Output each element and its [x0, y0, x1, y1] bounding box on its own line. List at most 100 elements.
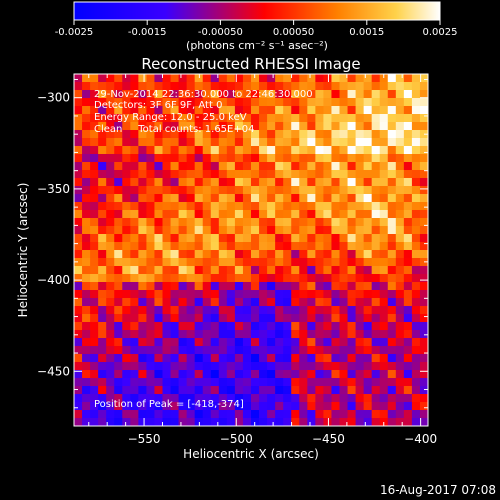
heatmap-cell [122, 138, 131, 147]
heatmap-cell [114, 418, 123, 426]
heatmap-cell [259, 146, 268, 155]
heatmap-cell [122, 170, 131, 179]
heatmap-cell [74, 74, 83, 83]
heatmap-cell [355, 370, 365, 379]
heatmap-cell [283, 402, 292, 411]
heatmap-cell [371, 370, 381, 379]
heatmap-cell [82, 194, 91, 203]
heatmap-cell [130, 178, 139, 187]
heatmap-cell [106, 194, 115, 203]
heatmap-cell [307, 306, 316, 315]
heatmap-cell [395, 202, 405, 211]
heatmap-cell [339, 130, 349, 139]
heatmap-cell [138, 346, 148, 355]
heatmap-cell [267, 170, 276, 179]
heatmap-cell [387, 122, 397, 131]
heatmap-cell [315, 394, 325, 403]
heatmap-cell [74, 122, 83, 131]
heatmap-cell [146, 354, 156, 363]
heatmap-cell [347, 186, 357, 195]
heatmap-cell [283, 258, 292, 267]
heatmap-cell [291, 338, 300, 347]
heatmap-cell [315, 346, 325, 355]
heatmap-cell [130, 162, 139, 171]
heatmap-cell [106, 386, 115, 395]
heatmap-cell [154, 210, 164, 219]
heatmap-cell [98, 258, 107, 267]
heatmap-cell [162, 130, 172, 139]
heatmap-cell [323, 410, 333, 419]
heatmap-cell [114, 130, 123, 139]
heatmap-cell [299, 322, 308, 331]
heatmap-cell [194, 82, 204, 91]
heatmap-cell [106, 74, 115, 83]
heatmap-cell [355, 186, 365, 195]
heatmap-cell [315, 154, 325, 163]
heatmap-cell [194, 162, 204, 171]
heatmap-cell [106, 282, 115, 291]
heatmap-cell [178, 74, 188, 83]
heatmap-cell [170, 210, 180, 219]
heatmap-cell [267, 266, 276, 275]
heatmap-cell [242, 114, 252, 123]
heatmap-cell [114, 146, 123, 155]
heatmap-cell [379, 386, 389, 395]
heatmap-cell [387, 418, 397, 426]
heatmap-cell [251, 106, 260, 115]
heatmap-cell [275, 394, 284, 403]
heatmap-cell [122, 114, 131, 123]
heatmap-cell [275, 362, 284, 371]
heatmap-cell [411, 162, 421, 171]
x-tick-label: −450 [312, 432, 345, 446]
heatmap-cell [90, 162, 99, 171]
heatmap-cell [210, 162, 220, 171]
heatmap-cell [210, 386, 220, 395]
heatmap-cell [138, 210, 148, 219]
heatmap-cell [114, 354, 123, 363]
heatmap-cell [291, 346, 300, 355]
heatmap-cell [307, 202, 316, 211]
heatmap-cell [170, 410, 180, 419]
heatmap-cell [138, 362, 148, 371]
heatmap-cell [202, 194, 212, 203]
heatmap-cell [146, 298, 156, 307]
heatmap-cell [98, 138, 107, 147]
heatmap-cell [82, 130, 91, 139]
heatmap-cell [170, 194, 180, 203]
heatmap-cell [234, 82, 244, 91]
heatmap-cell [339, 82, 349, 91]
heatmap-cell [194, 234, 204, 243]
heatmap-cell [251, 258, 260, 267]
heatmap-cell [146, 418, 156, 426]
heatmap-cell [251, 410, 260, 419]
heatmap-cell [130, 362, 139, 371]
heatmap-cell [419, 370, 428, 379]
heatmap-cell [74, 322, 83, 331]
heatmap-cell [371, 354, 381, 363]
heatmap-cell [387, 338, 397, 347]
heatmap-cell [178, 402, 188, 411]
heatmap-cell [323, 314, 333, 323]
heatmap-cell [323, 186, 333, 195]
heatmap-cell [114, 82, 123, 91]
heatmap-cell [411, 258, 421, 267]
heatmap-cell [234, 274, 244, 283]
heatmap-cell [363, 378, 373, 387]
heatmap-cell [138, 290, 148, 299]
heatmap-cell [90, 258, 99, 267]
heatmap-cell [138, 234, 148, 243]
heatmap-cell [114, 410, 123, 419]
heatmap-cell [403, 202, 413, 211]
heatmap-cell [259, 154, 268, 163]
heatmap-cell [162, 282, 172, 291]
heatmap-cell [347, 282, 357, 291]
heatmap-cell [154, 170, 164, 179]
heatmap-cell [106, 146, 115, 155]
heatmap-cell [234, 202, 244, 211]
heatmap-cell [387, 378, 397, 387]
heatmap-cell [315, 378, 325, 387]
heatmap-cell [339, 74, 349, 83]
heatmap-cell [371, 138, 381, 147]
heatmap-cell [90, 154, 99, 163]
heatmap-cell [411, 130, 421, 139]
